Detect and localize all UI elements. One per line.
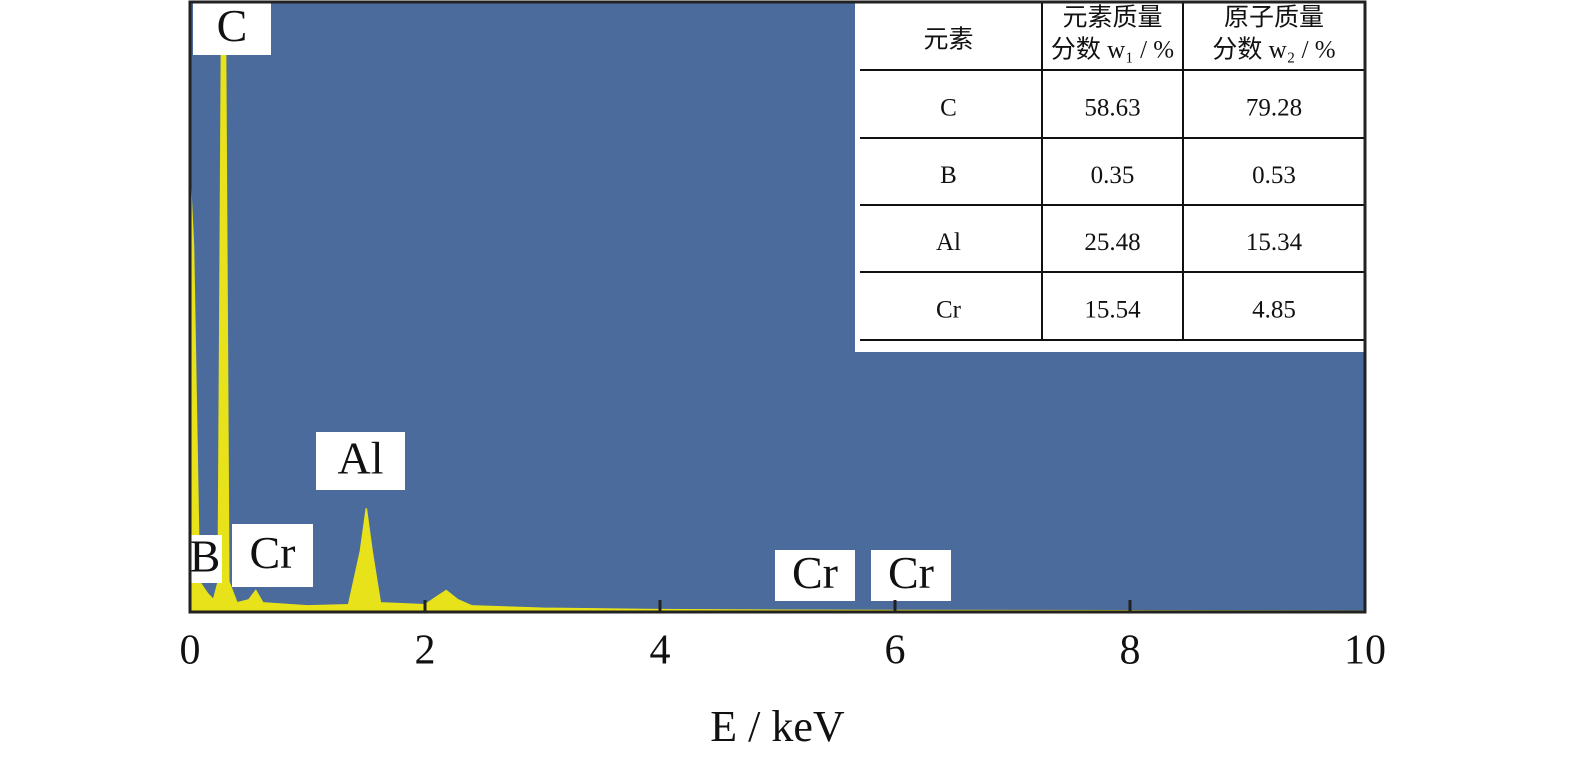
annotation-label: Al xyxy=(338,433,384,484)
annotation-label: Cr xyxy=(888,547,934,598)
annotation-box xyxy=(232,524,313,587)
annotation-box xyxy=(316,432,405,490)
table-cell: 15.54 xyxy=(1084,297,1141,324)
table-cell: 15.34 xyxy=(1246,229,1303,256)
table-cell: 25.48 xyxy=(1084,229,1140,256)
table-cell: Al xyxy=(936,229,961,256)
table-header: 原子质量 xyxy=(1224,4,1324,32)
x-tick-label: 10 xyxy=(1344,628,1386,674)
annotation-label: B xyxy=(190,531,221,582)
table-cell: C xyxy=(940,95,957,122)
annotation-box xyxy=(775,550,855,601)
x-tick-label: 8 xyxy=(1120,628,1141,674)
table-background xyxy=(855,2,1365,352)
table-cell: 58.63 xyxy=(1084,95,1140,122)
table-header: 元素 xyxy=(923,26,973,54)
table-cell: 0.35 xyxy=(1091,162,1135,189)
table-header: 元素质量 xyxy=(1062,4,1162,32)
x-tick-label: 2 xyxy=(415,628,436,674)
annotation-box xyxy=(193,2,271,55)
table-cell: 0.53 xyxy=(1252,162,1296,189)
annotation-box xyxy=(871,550,951,601)
annotation-box xyxy=(188,535,222,583)
spectrum xyxy=(189,1,1366,613)
table-cell: Cr xyxy=(936,297,962,324)
table-header: 分数 w₂ / % xyxy=(1212,36,1335,64)
table-cell: 4.85 xyxy=(1252,297,1296,324)
table-cell: 79.28 xyxy=(1246,95,1302,122)
x-axis-label: E / keV xyxy=(710,702,845,751)
annotation-label: C xyxy=(217,0,248,51)
x-tick-label: 6 xyxy=(885,628,906,674)
plot-frame xyxy=(188,0,1367,614)
annotation-label: Cr xyxy=(250,527,296,578)
table-header: 分数 w₁ / % xyxy=(1051,36,1174,64)
x-tick-label: 4 xyxy=(650,628,671,674)
table-cell: B xyxy=(940,162,957,189)
x-tick-label: 0 xyxy=(180,628,201,674)
annotation-label: Cr xyxy=(792,547,838,598)
